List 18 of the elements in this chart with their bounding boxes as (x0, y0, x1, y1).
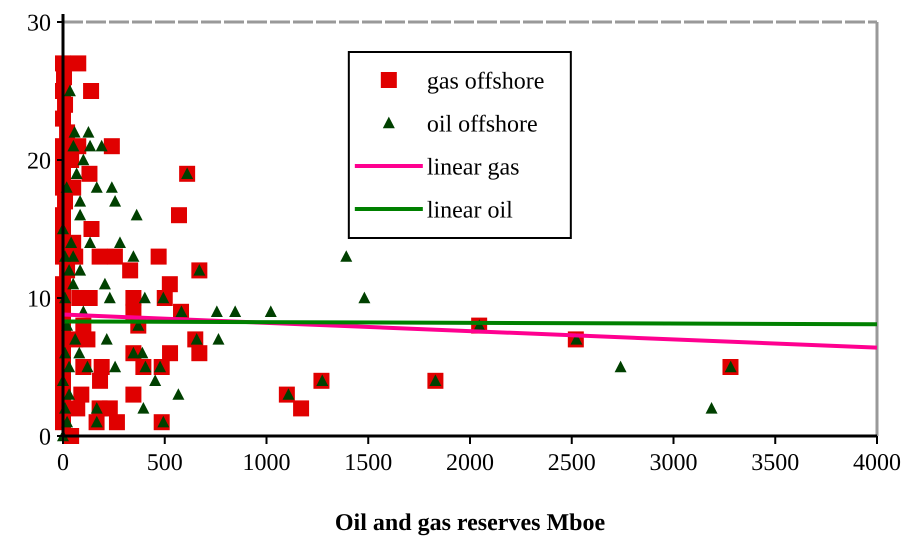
legend-label: gas offshore (426, 68, 544, 94)
legend-label: linear gas (426, 154, 520, 180)
x-tick-label: 4000 (853, 450, 901, 476)
x-tick-label: 2500 (548, 450, 596, 476)
x-tick-label: 500 (146, 450, 183, 476)
y-tick-label: 10 (27, 286, 51, 312)
legend-label: oil offshore (426, 111, 538, 138)
x-axis-title: Oil and gas reserves Mboe (334, 510, 606, 536)
x-tick-label: 3500 (751, 450, 800, 476)
x-tick-label: 0 (57, 450, 69, 476)
y-tick-label: 20 (27, 148, 51, 174)
x-tick-label: 2000 (446, 450, 494, 476)
x-tick-label: 1500 (344, 450, 392, 476)
x-tick-label: 3000 (650, 450, 698, 476)
y-tick-label: 30 (27, 10, 51, 36)
y-tick-label: 0 (39, 424, 51, 450)
x-tick-label: 1000 (242, 450, 290, 476)
legend-label: linear oil (426, 197, 514, 224)
